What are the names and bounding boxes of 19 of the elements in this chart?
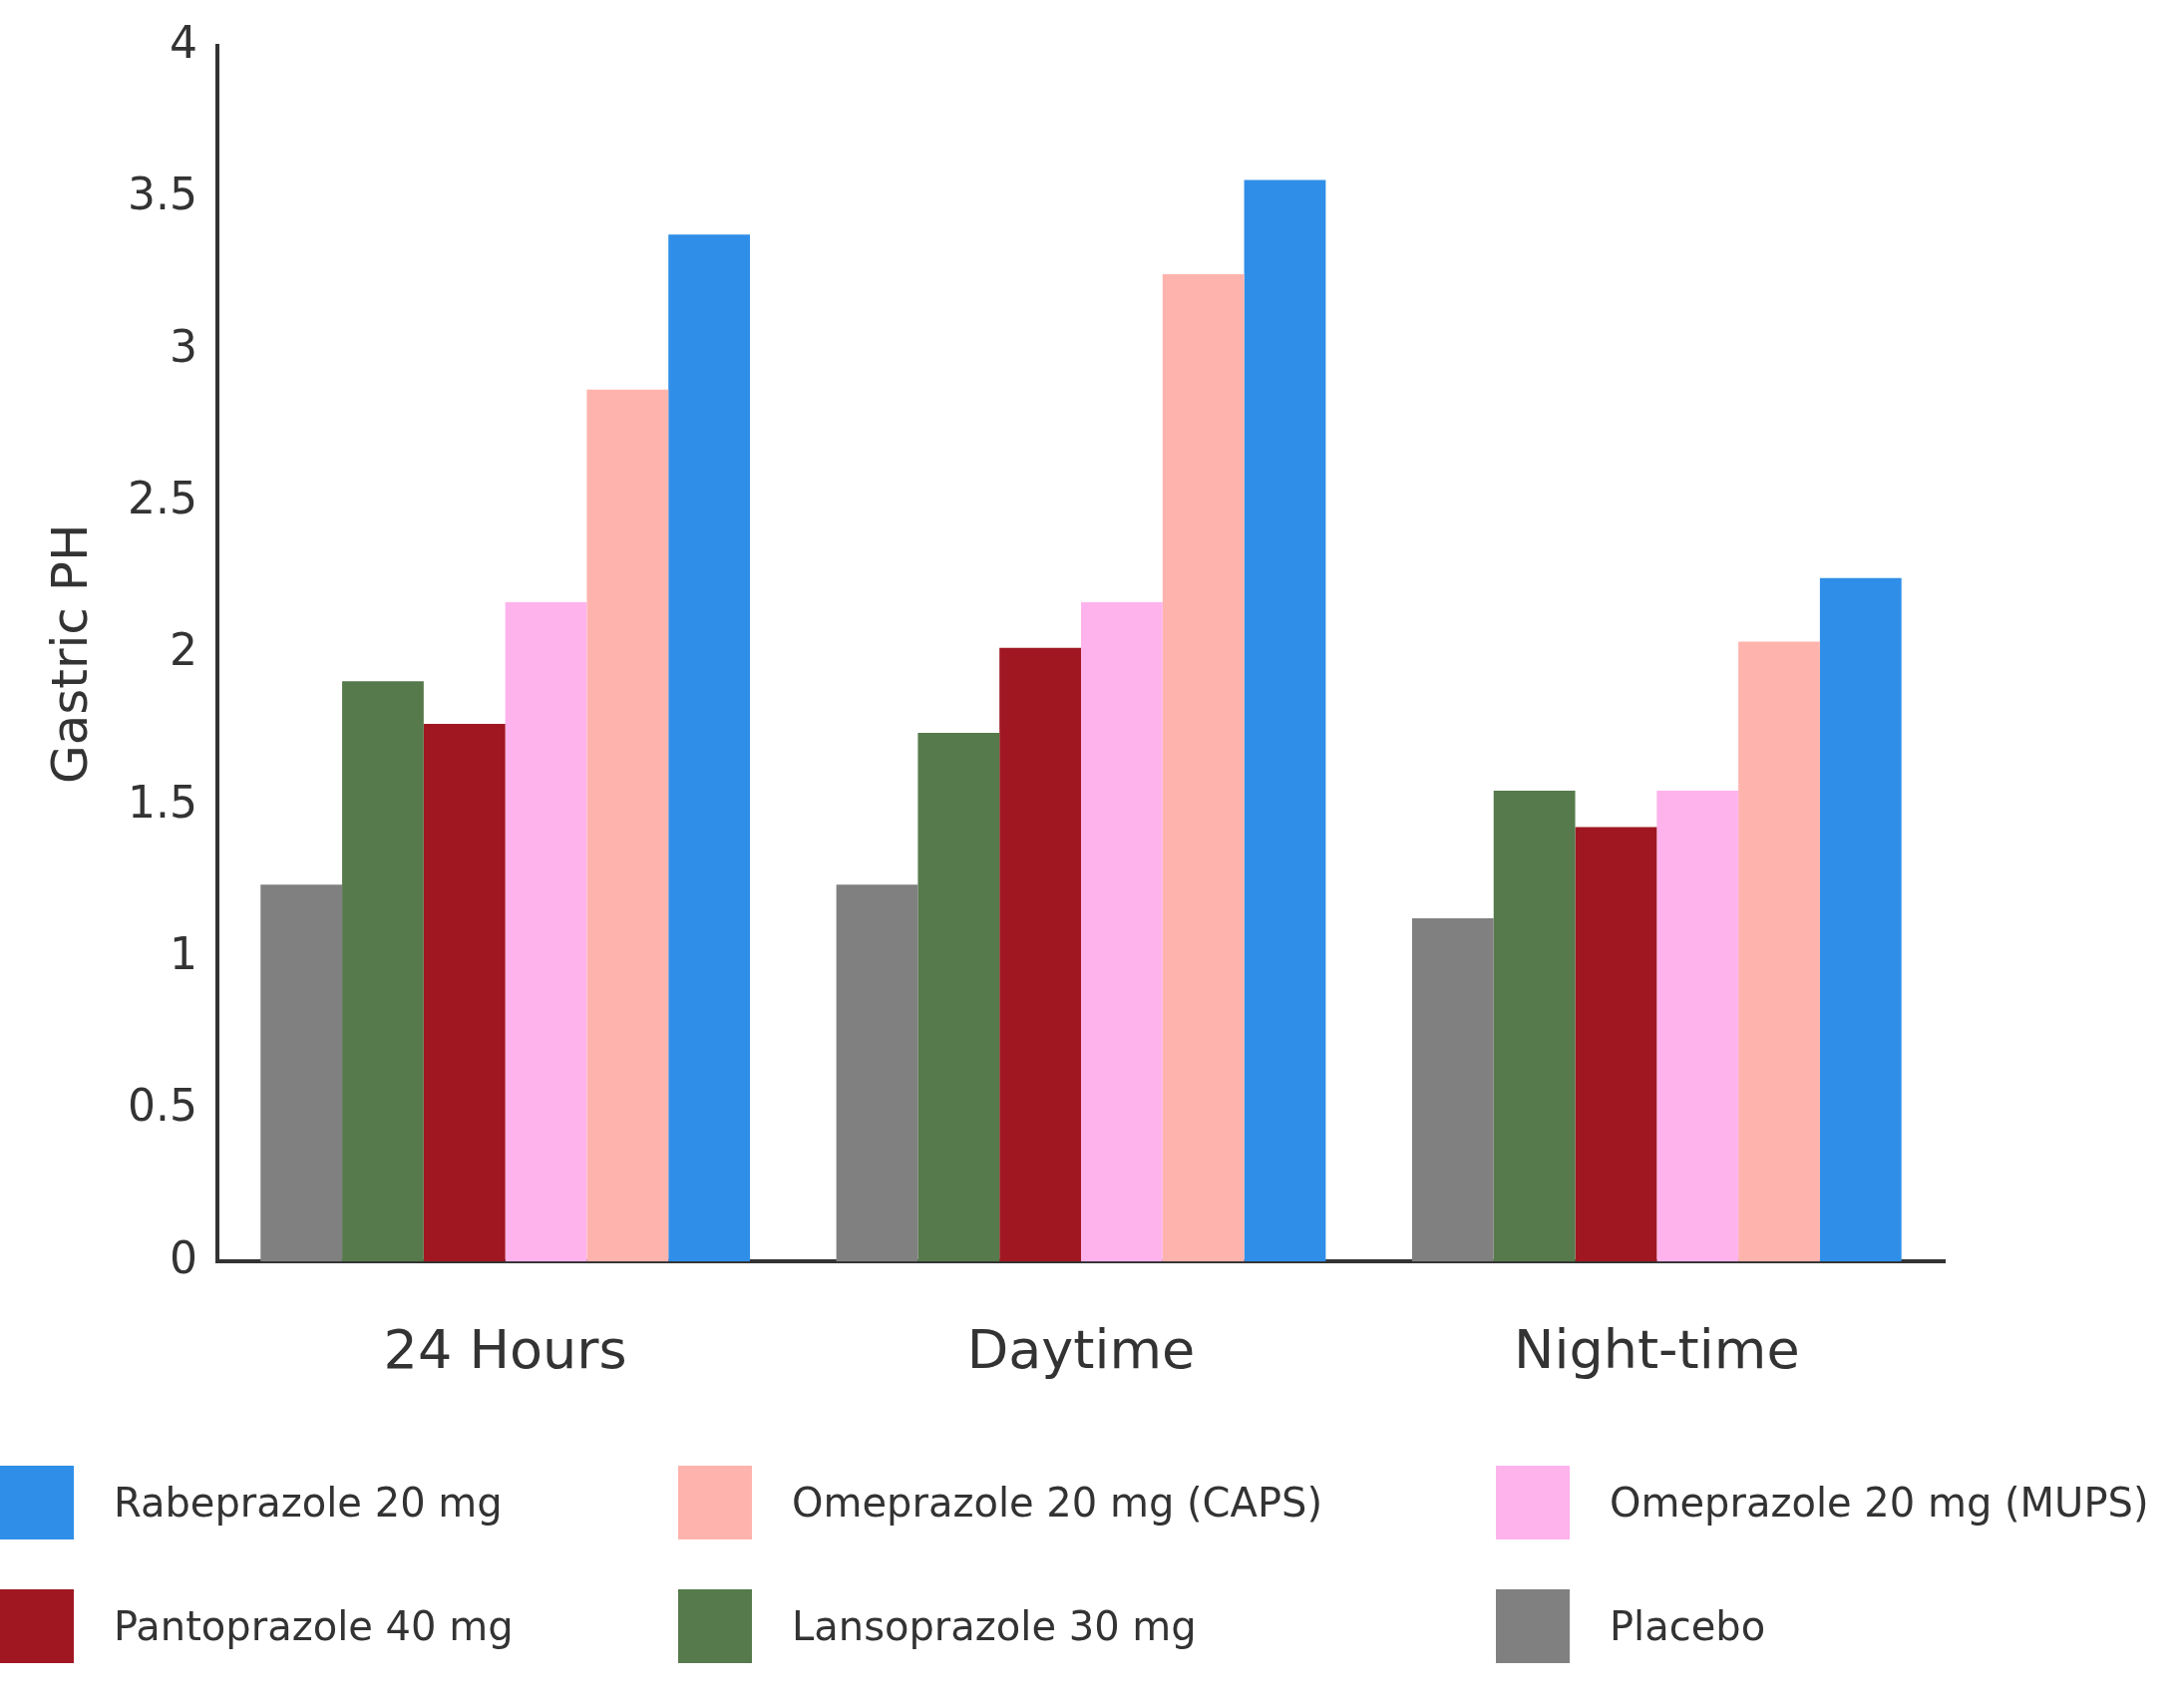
y-axis-title: Gastric PH bbox=[40, 523, 99, 785]
legend-label: Lansoprazole 30 mg bbox=[792, 1603, 1197, 1649]
x-tick-label: Daytime bbox=[966, 1317, 1196, 1381]
y-tick-label: 0.5 bbox=[127, 1080, 197, 1132]
x-tick-label: Night-time bbox=[1514, 1317, 1800, 1381]
x-tick-label: 24 Hours bbox=[383, 1317, 627, 1381]
legend-label: Omeprazole 20 mg (MUPS) bbox=[1610, 1480, 2149, 1526]
y-tick-label: 0 bbox=[169, 1231, 197, 1283]
y-tick-label: 2 bbox=[169, 624, 197, 676]
legend-label: Pantoprazole 40 mg bbox=[114, 1603, 514, 1649]
y-tick-label: 1 bbox=[169, 927, 197, 979]
legend-label: Omeprazole 20 mg (CAPS) bbox=[792, 1480, 1323, 1526]
y-tick-label: 2.5 bbox=[127, 472, 197, 523]
y-tick-label: 1.5 bbox=[127, 776, 197, 828]
y-tick-label: 4 bbox=[169, 16, 197, 68]
legend-label: Placebo bbox=[1610, 1603, 1766, 1649]
y-tick-label: 3 bbox=[169, 320, 197, 372]
y-tick-label: 3.5 bbox=[127, 169, 197, 220]
legend-label: Rabeprazole 20 mg bbox=[114, 1480, 503, 1526]
